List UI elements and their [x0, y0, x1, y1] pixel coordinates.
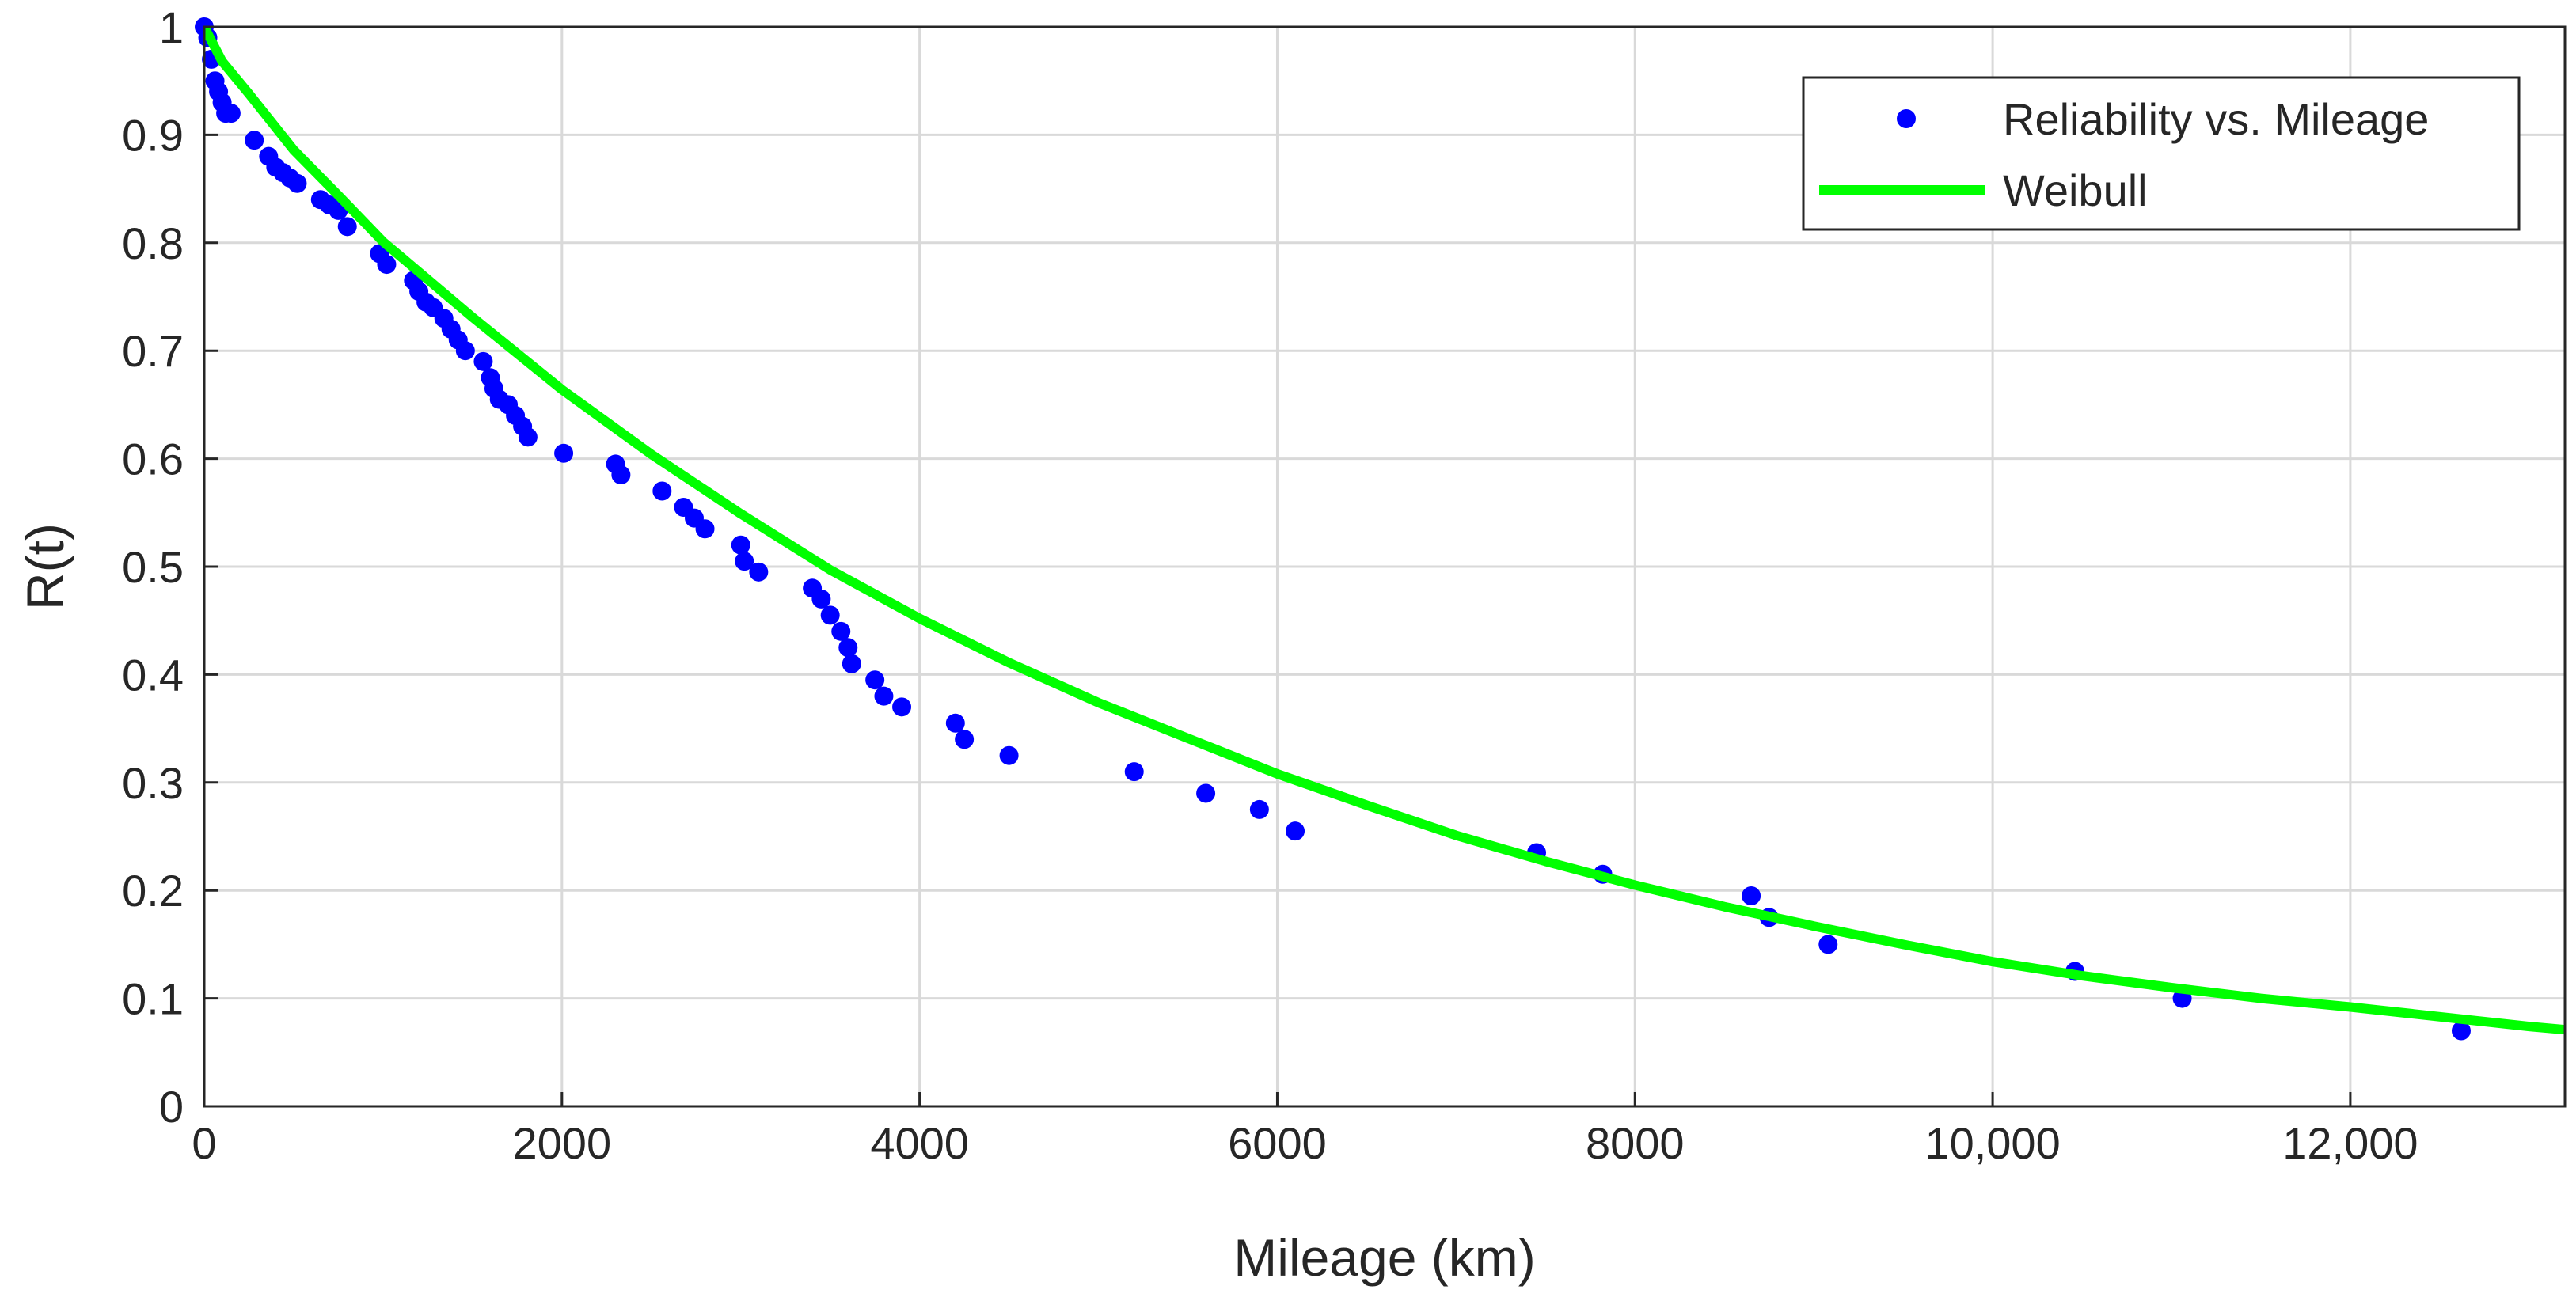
x-tick-label: 4000: [870, 1118, 969, 1168]
legend-box: [1802, 76, 2521, 231]
axis-ticks: 0 2000 4000 6000 8000 10,000 12,000 0 0.1 0.2 0.3 0…: [122, 2, 2418, 1168]
data-point: [892, 697, 912, 717]
data-point: [842, 654, 861, 673]
y-axis-title: R(t): [16, 523, 74, 610]
data-point: [749, 562, 769, 582]
data-point: [811, 589, 831, 609]
y-tick-label: 0.3: [122, 758, 184, 808]
data-point: [735, 552, 754, 571]
x-tick-label: 0: [192, 1118, 216, 1168]
data-point: [473, 351, 493, 371]
y-tick-label: 0: [159, 1082, 184, 1132]
data-point: [1742, 886, 1761, 906]
data-point: [999, 745, 1019, 765]
data-point: [554, 443, 574, 463]
data-point: [695, 519, 715, 539]
y-tick-label: 0.4: [122, 650, 184, 700]
data-point: [945, 713, 965, 733]
data-point: [865, 670, 885, 690]
data-point: [955, 730, 975, 749]
y-tick-label: 0.1: [122, 974, 184, 1024]
x-tick-label: 12,000: [2282, 1118, 2418, 1168]
x-axis-title: Mileage (km): [1233, 1228, 1535, 1287]
data-point: [838, 638, 858, 658]
data-point: [611, 465, 631, 485]
data-point: [337, 217, 357, 237]
data-point: [455, 341, 475, 361]
data-point: [377, 255, 397, 275]
y-tick-label: 0.2: [122, 866, 184, 916]
data-point: [652, 481, 672, 501]
legend-label-scatter: Reliability vs. Mileage: [2003, 94, 2429, 144]
data-point: [518, 427, 538, 447]
plot-series: [195, 17, 2565, 1041]
data-point: [731, 535, 750, 555]
x-tick-label: 6000: [1228, 1118, 1327, 1168]
data-point: [1196, 783, 1216, 803]
y-tick-label: 0.7: [122, 326, 184, 376]
y-tick-label: 0.6: [122, 434, 184, 484]
y-tick-label: 0.9: [122, 110, 184, 160]
data-point: [2451, 1021, 2471, 1041]
weibull-curve: [204, 27, 2565, 1035]
data-point: [820, 605, 840, 625]
legend-marker-scatter: [1897, 109, 1916, 128]
y-tick-label: 0.8: [122, 218, 184, 268]
data-point: [1124, 762, 1144, 782]
legend-label-line: Weibull: [2003, 165, 2148, 215]
x-tick-label: 2000: [513, 1118, 612, 1168]
x-tick-label: 10,000: [1924, 1118, 2060, 1168]
data-point: [1249, 799, 1269, 819]
data-point: [287, 173, 307, 193]
y-tick-label: 1: [159, 2, 184, 52]
data-point: [221, 104, 241, 123]
data-point: [245, 131, 264, 150]
data-point: [874, 686, 894, 706]
data-point: [1286, 821, 1305, 841]
x-tick-label: 8000: [1586, 1118, 1685, 1168]
data-point: [831, 621, 851, 641]
legend: Reliability vs. Mileage Weibull: [1802, 76, 2521, 231]
data-point: [1818, 935, 1838, 954]
y-tick-label: 0.5: [122, 542, 184, 592]
